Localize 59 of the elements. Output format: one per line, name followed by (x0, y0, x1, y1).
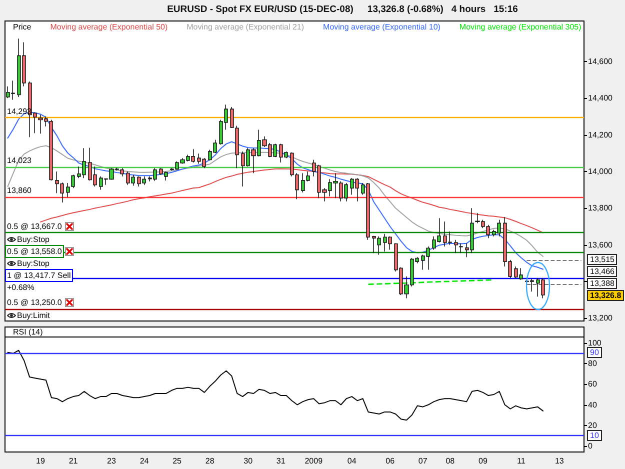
candlestick (454, 240, 458, 254)
annotation: Buy:Stop (17, 258, 50, 268)
text: Price (13, 22, 32, 32)
x-tick-label: 2009 (304, 456, 324, 466)
annotation: 13,515 (587, 254, 618, 266)
text: 13,326.8 (590, 291, 622, 300)
y-tick-label: 60 (588, 380, 598, 389)
ref-line-label: 10 (587, 430, 602, 441)
x-tick-label: 13 (554, 456, 564, 466)
y-tick-label: 14,000 (588, 166, 614, 176)
y-tick-label: 13,200 (588, 314, 614, 323)
x-tick-label: 04 (347, 456, 357, 466)
annotation: +0.68% (7, 282, 34, 292)
text: Moving average (Exponential 50) (50, 22, 168, 32)
x-tick-label: 30 (244, 456, 254, 466)
ref-line-label: 0.5 @ 13,667.0 (6, 220, 63, 232)
y-tick-label: 40 (588, 400, 598, 410)
x-tick-label: 19 (36, 456, 46, 466)
y-tick-label: 100 (588, 338, 602, 348)
x-tick-label: 24 (140, 456, 150, 466)
x-tick-label: 07 (418, 456, 428, 466)
y-tick-label: 14,600 (588, 56, 614, 66)
candlestick (235, 125, 239, 169)
ref-line-label: 13,860 (6, 185, 32, 196)
text: Moving average (Exponential 21) (186, 22, 304, 32)
chart-subtitle: 13,326.8 (-0.68%) 4 hours 15:16 (367, 4, 518, 15)
x-tick-label: 06 (386, 456, 396, 466)
candlestick (230, 106, 234, 128)
line-series (7, 350, 544, 421)
annotation: Buy:Stop (17, 234, 50, 244)
x-tick-label: 28 (205, 456, 215, 466)
y-tick-label: 14,200 (588, 130, 614, 140)
chart-title: EURUSD - Spot FX EUR/USD (15-DEC-08) (167, 4, 354, 15)
x-tick-label: 23 (107, 456, 117, 466)
annotation: Buy:Limit (17, 311, 50, 320)
x-tick-label: 25 (172, 456, 182, 466)
x-tick-label: 11 (517, 456, 526, 466)
x-tick-label: 08 (446, 456, 456, 466)
x-tick-label: 21 (68, 456, 78, 466)
y-tick-label: 13,600 (588, 240, 614, 250)
ref-line-label: 0.5 @ 13,250.0 (6, 297, 63, 308)
text: Moving average (Exponential 305) (459, 22, 582, 32)
candlestick (459, 242, 463, 254)
ref-line-label: 1 @ 13,417.7 Sell (6, 270, 72, 281)
text: 13,466 (587, 266, 618, 278)
y-tick-label: 20 (588, 420, 598, 430)
x-tick-label: 31 (276, 456, 286, 466)
ref-line-label: 14,023 (6, 155, 32, 166)
y-tick-label: 14,400 (588, 94, 614, 103)
series-label: RSI (14) (13, 328, 44, 336)
annotation: 13,388 (587, 278, 618, 290)
line-series (7, 145, 544, 257)
text: Moving average (Exponential 10) (323, 22, 441, 32)
y-tick-label: 80 (588, 359, 598, 368)
ref-line-label: 0.5 @ 13,558.0 (6, 246, 63, 257)
y-tick-label: 13,800 (588, 204, 614, 213)
x-tick-label: 09 (478, 456, 488, 466)
y-tick-label: 0 (588, 441, 593, 450)
ref-line-label: 90 (587, 347, 602, 358)
